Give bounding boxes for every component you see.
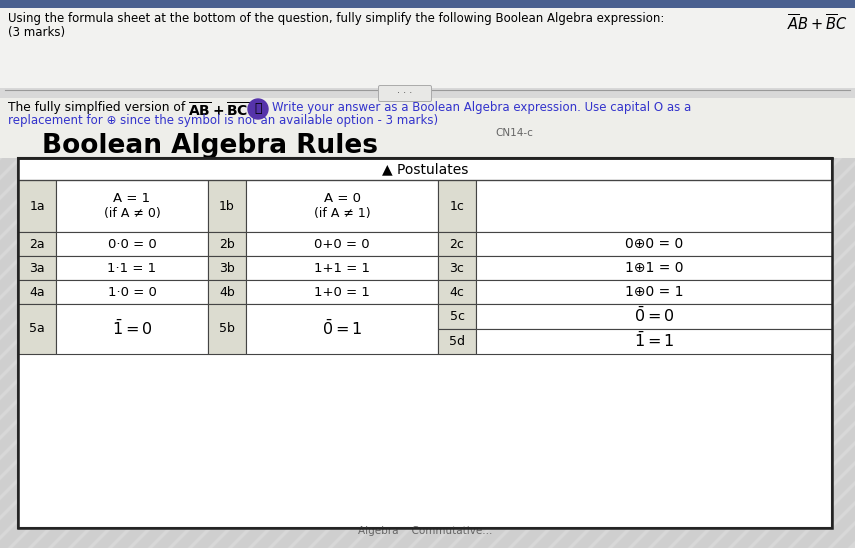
Text: 1⊕0 = 1: 1⊕0 = 1 <box>625 285 683 299</box>
Bar <box>56 232 208 256</box>
Text: 3b: 3b <box>219 261 235 275</box>
Bar <box>56 280 208 304</box>
Text: 5d: 5d <box>449 335 465 348</box>
Text: (if A ≠ 0): (if A ≠ 0) <box>103 208 161 220</box>
Text: $\overline{A}B+\overline{B}C$: $\overline{A}B+\overline{B}C$ <box>787 13 848 33</box>
Bar <box>0 0 855 88</box>
Text: 0·0 = 0: 0·0 = 0 <box>108 237 156 250</box>
Bar <box>476 329 832 354</box>
Bar <box>18 256 56 280</box>
Text: · · ·: · · · <box>398 88 413 99</box>
Bar <box>438 304 476 329</box>
Text: Boolean Algebra Rules: Boolean Algebra Rules <box>42 133 378 159</box>
Text: 3c: 3c <box>450 261 464 275</box>
Text: 🔔: 🔔 <box>254 102 262 116</box>
Text: 5b: 5b <box>219 323 235 335</box>
Text: A = 1: A = 1 <box>114 192 150 206</box>
Text: CN14-c: CN14-c <box>495 128 533 138</box>
Text: A = 0: A = 0 <box>323 192 361 206</box>
Bar <box>476 256 832 280</box>
Text: replacement for ⊕ since the symbol is not an available option - 3 marks): replacement for ⊕ since the symbol is no… <box>8 114 438 127</box>
Bar <box>208 180 246 232</box>
Bar <box>208 280 246 304</box>
Text: $\bar{1} = 1$: $\bar{1} = 1$ <box>634 332 675 351</box>
Text: 1a: 1a <box>29 199 44 213</box>
Bar <box>246 280 438 304</box>
Text: Write your answer as a Boolean Algebra expression. Use capital O as a: Write your answer as a Boolean Algebra e… <box>272 101 691 114</box>
Bar <box>476 232 832 256</box>
Bar <box>56 180 208 232</box>
Text: $\bar{1} = 0$: $\bar{1} = 0$ <box>112 319 152 339</box>
Bar <box>56 304 208 354</box>
Bar <box>18 280 56 304</box>
Text: 3a: 3a <box>29 261 44 275</box>
Text: Algebra    Commutative...: Algebra Commutative... <box>357 526 492 536</box>
Bar <box>246 180 438 232</box>
Bar <box>246 304 438 354</box>
Text: 0⊕0 = 0: 0⊕0 = 0 <box>625 237 683 251</box>
Text: 0+0 = 0: 0+0 = 0 <box>314 237 370 250</box>
Circle shape <box>248 99 268 119</box>
Bar <box>0 98 855 158</box>
Text: 5c: 5c <box>450 310 464 323</box>
Text: 4c: 4c <box>450 286 464 299</box>
Bar <box>208 304 246 354</box>
Bar <box>476 280 832 304</box>
Bar <box>438 280 476 304</box>
Text: (3 marks): (3 marks) <box>8 26 65 39</box>
Bar <box>438 232 476 256</box>
Text: 1⊕1 = 0: 1⊕1 = 0 <box>625 261 683 275</box>
Bar <box>18 304 56 354</box>
Bar <box>18 180 56 232</box>
Bar <box>246 256 438 280</box>
Text: $\bar{0} = 1$: $\bar{0} = 1$ <box>321 319 363 339</box>
Text: 1·1 = 1: 1·1 = 1 <box>108 261 156 275</box>
Text: 1+0 = 1: 1+0 = 1 <box>314 286 370 299</box>
Bar <box>438 180 476 232</box>
Text: 4b: 4b <box>219 286 235 299</box>
Text: 1·0 = 0: 1·0 = 0 <box>108 286 156 299</box>
Bar <box>18 232 56 256</box>
Text: 2c: 2c <box>450 237 464 250</box>
Text: ▲ Postulates: ▲ Postulates <box>382 162 469 176</box>
Bar <box>56 256 208 280</box>
Bar <box>18 158 832 528</box>
Text: 1b: 1b <box>219 199 235 213</box>
FancyBboxPatch shape <box>379 85 432 101</box>
Bar <box>438 329 476 354</box>
Bar <box>476 304 832 329</box>
Text: 5a: 5a <box>29 323 44 335</box>
Text: $\mathbf{\overline{AB}+\overline{BC}}$=: $\mathbf{\overline{AB}+\overline{BC}}$= <box>188 101 259 119</box>
Text: (if A ≠ 1): (if A ≠ 1) <box>314 208 370 220</box>
Bar <box>18 158 832 528</box>
Text: 1c: 1c <box>450 199 464 213</box>
Text: 4a: 4a <box>29 286 44 299</box>
Text: 1+1 = 1: 1+1 = 1 <box>314 261 370 275</box>
Bar <box>476 180 832 232</box>
Text: $\bar{0} = 0$: $\bar{0} = 0$ <box>634 307 675 326</box>
Bar <box>208 256 246 280</box>
Bar <box>246 232 438 256</box>
Bar <box>0 0 855 8</box>
Text: The fully simplfied version of: The fully simplfied version of <box>8 101 189 114</box>
Text: 2b: 2b <box>219 237 235 250</box>
Text: 2a: 2a <box>29 237 44 250</box>
Text: Using the formula sheet at the bottom of the question, fully simplify the follow: Using the formula sheet at the bottom of… <box>8 12 664 25</box>
Bar <box>208 232 246 256</box>
Bar <box>438 256 476 280</box>
